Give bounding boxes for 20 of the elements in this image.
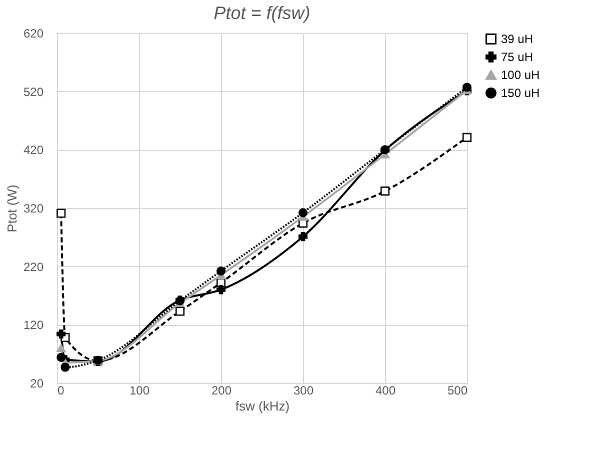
chart-title: Ptot = f(fsw) (214, 3, 310, 23)
y-tick-label: 220 (23, 260, 44, 274)
x-tick-label: 300 (293, 384, 314, 398)
legend-label: 150 uH (501, 86, 540, 100)
y-tick-label: 420 (23, 143, 44, 158)
y-tick-label: 620 (23, 26, 44, 40)
x-tick-label: 500 (447, 384, 468, 398)
x-tick-label: 0 (58, 384, 64, 398)
x-tick-label: 400 (375, 384, 396, 398)
y-axis-title: Ptot (W) (4, 184, 20, 232)
legend-label: 39 uH (501, 32, 534, 46)
legend-label: 100 uH (501, 68, 540, 82)
x-tick-label: 100 (129, 384, 150, 398)
x-tick-label: 200 (211, 384, 232, 398)
y-tick-label: 320 (23, 202, 44, 216)
y-tick-label: 520 (23, 84, 44, 99)
legend-label: 75 uH (501, 50, 534, 64)
x-axis-title: fsw (kHz) (235, 398, 290, 414)
y-tick-label: 120 (23, 318, 44, 332)
y-tick-label: 20 (30, 376, 44, 390)
